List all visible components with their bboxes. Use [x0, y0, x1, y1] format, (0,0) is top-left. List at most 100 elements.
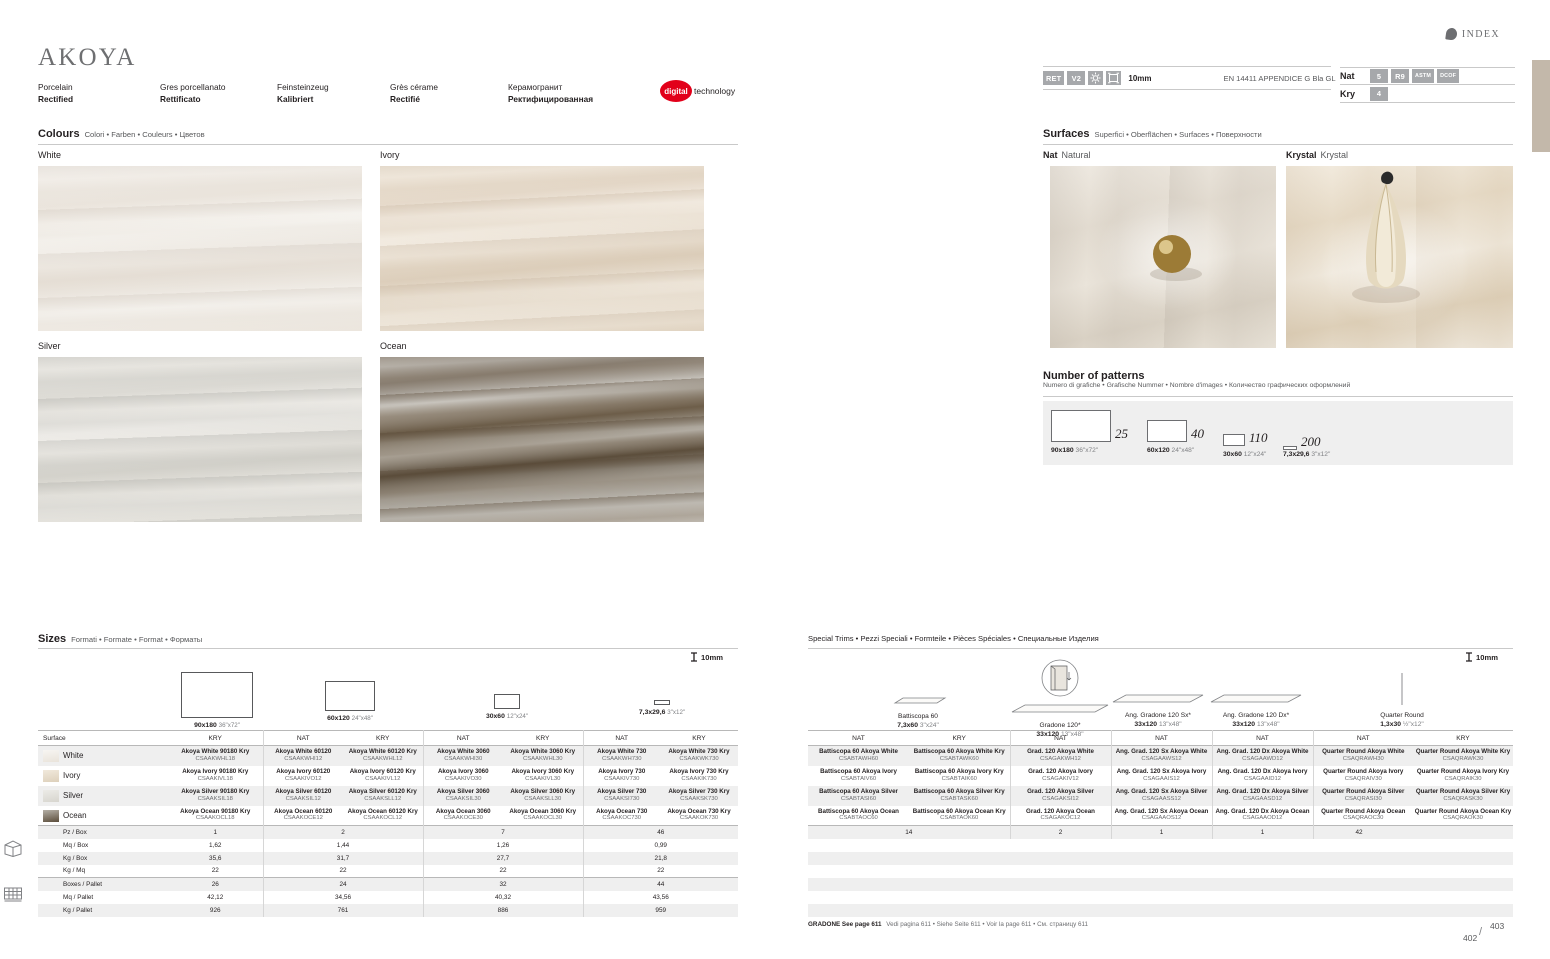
patterns-section-heading: Number of patterns	[1043, 370, 1144, 382]
stat-kg-mq-60120: 22	[262, 864, 423, 878]
pattern-count-90x180: 25	[1115, 426, 1128, 441]
table-row: Ocean Akoya Ocean 90180 Kry CSAAKOCL18 A…	[38, 805, 738, 826]
size-label-30x60: 30x60	[485, 713, 505, 720]
trims-title: Special Trims • Pezzi Speciali • Formtei…	[808, 634, 1099, 643]
stat-row-kg-pallet: Kg / Pallet 926 761 886 959	[38, 903, 738, 917]
pattern-inch-30x60: 12"x24"	[1243, 451, 1267, 458]
cell-ocean-730-kry: Akoya Ocean 730 Kry CSAAKOK730	[667, 807, 731, 822]
trims-table: NAT KRY NAT NAT NAT NAT KRY Battiscopa 6…	[808, 730, 1513, 917]
sizes-grid: Surface KRY NAT KRY NAT KRY NAT KRY Whit…	[38, 730, 738, 917]
size-shape-90x180	[181, 672, 253, 718]
language-descriptions: Porcelain Rectified Gres porcellanato Re…	[38, 82, 738, 112]
cell-silver-3060-nat: Akoya Silver 3060 CSAAKSIL30	[422, 785, 503, 806]
table-row: White Akoya White 90180 Kry CSAAKWHL18 A…	[38, 745, 738, 766]
slip-nat-value-4: DCOF	[1437, 69, 1460, 83]
swatch-image-silver	[38, 357, 362, 522]
finish-header-90180-kry: KRY	[208, 734, 222, 742]
stat-mq-pallet-730: 43,56	[582, 890, 738, 904]
surface-image-nat	[1050, 166, 1276, 348]
thickness-value-sizes: 10mm	[701, 652, 723, 662]
cell-ocean-90180-kry: Akoya Ocean 90180 Kry CSAAKOCL18	[180, 807, 251, 822]
colours-section-heading: Colours Colori • Farben • Couleurs • Цве…	[38, 128, 205, 140]
swatch-label-silver: Silver	[38, 341, 61, 351]
stat-pz-box-3060: 7	[422, 825, 583, 839]
stat-label-kg-pallet: Kg / Pallet	[63, 906, 93, 914]
pattern-inch-73x296: 3"x12"	[1311, 451, 1331, 458]
stat-label-boxes-pallet: Boxes / Pallet	[63, 880, 103, 888]
sizes-header-row: Surface KRY NAT KRY NAT KRY NAT KRY	[38, 730, 738, 746]
krystal-vase-object	[1352, 171, 1420, 303]
trim-finish-quarter-nat: NAT	[1312, 730, 1413, 746]
size-shape-30x60	[494, 694, 520, 709]
size-inch-90x180: 36"x72"	[218, 722, 240, 729]
colours-subtitle: Colori • Farben • Couleurs • Цветов	[84, 130, 205, 139]
surface-column-header: Surface	[43, 734, 66, 742]
trim-size-quarter-round: 1,3x30	[1380, 721, 1402, 728]
trim-size-battiscopa: 7,3x60	[897, 722, 918, 729]
stat-kg-box-3060: 27,7	[422, 851, 583, 865]
cell-white-3060-nat: Akoya White 3060 CSAAKWHI30	[422, 745, 503, 766]
lang-block-it: Gres porcellanato Rettificato	[160, 82, 226, 105]
trims-grid: NAT KRY NAT NAT NAT NAT KRY Battiscopa 6…	[808, 730, 1513, 917]
size-label-60x120: 60x120	[327, 715, 350, 722]
index-link[interactable]: INDEX	[1445, 27, 1500, 41]
table-row: Ivory Akoya Ivory 90180 Kry CSAAKIVL18 A…	[38, 765, 738, 786]
stat-kg-pallet-60120: 761	[262, 903, 423, 917]
trim-header-quarter-round: Quarter Round 1,3x30 ½"x12"	[1337, 672, 1467, 729]
stat-row-mq-pallet: Mq / Pallet 42,12 34,56 40,32 43,56	[38, 890, 738, 904]
trim-inch-quarter-round: ½"x12"	[1402, 721, 1424, 728]
trim-cell-ivory-battiscopa-kry: Battiscopa 60 Akoya Ivory Kry CSABTAIK60	[914, 767, 1004, 782]
stat-kg-pallet-3060: 886	[422, 903, 583, 917]
pattern-caption-90x180: 90x180 36"x72"	[1051, 447, 1128, 454]
stat-kg-mq-730: 22	[582, 864, 738, 878]
lang-ru-primary: Керамогранит	[508, 82, 563, 92]
digital-logo-oval: digital	[660, 80, 692, 102]
stat-kg-box-60120: 31,7	[262, 851, 423, 865]
pattern-inch-60x120: 24"x48"	[1171, 447, 1195, 454]
stat-pz-box-60120: 2	[262, 825, 423, 839]
pattern-count-30x60: 110	[1249, 430, 1268, 445]
patterns-panel: 25 90x180 36"x72" 40 60x120 24"x48"	[1043, 401, 1513, 465]
cell-ocean-60120-nat: Akoya Ocean 60120 CSAAKOCE12	[262, 805, 343, 826]
step-shape-icon	[1112, 694, 1204, 703]
left-page: AKOYA Porcelain Rectified Gres porcellan…	[4, 44, 738, 917]
spec-divider-bottom	[1043, 89, 1331, 90]
table-row: Battiscopa 60 Akoya White CSABTAWH60 Bat…	[808, 745, 1513, 766]
page-title: AKOYA	[38, 44, 137, 71]
pattern-size-60x120: 60x120	[1147, 447, 1170, 454]
cell-silver-3060-kry: Akoya Silver 3060 Kry CSAAKSLL30	[510, 787, 576, 802]
trim-qty-gradone: 2	[1009, 825, 1111, 839]
trims-quantity-row: 14 2 1 1 42	[808, 825, 1513, 839]
slip-key-kry: Kry	[1340, 88, 1356, 99]
trim-cell-white-quarter-kry: Quarter Round Akoya White Kry CSAQRAWK30	[1415, 748, 1511, 762]
trim-cell-white-battiscopa-kry: Battiscopa 60 Akoya White Kry CSABTAWK60	[913, 748, 1005, 762]
stat-label-mq-pallet: Mq / Pallet	[63, 893, 94, 901]
trims-spacer-row-2	[808, 851, 1513, 865]
swatch-label-ivory: Ivory	[380, 150, 400, 160]
pattern-shape-90x180	[1051, 410, 1111, 442]
trim-caption-ang-dx: Ang. Gradone 120 Dx* 33x120 13"x48"	[1191, 711, 1321, 729]
lang-de-primary: Feinsteinzeug	[277, 82, 329, 92]
trims-spacer-row-1	[808, 838, 1513, 852]
trim-header-battiscopa: Battiscopa 60 7,3x60 3"x24"	[853, 694, 983, 730]
trim-cell-white-battiscopa-nat: Battiscopa 60 Akoya White CSABTAWH60	[819, 748, 898, 762]
stat-boxes-pallet-3060: 32	[422, 877, 583, 891]
trim-name-quarter-round: Quarter Round	[1380, 712, 1424, 719]
trim-finish-battiscopa-nat: NAT	[852, 734, 865, 742]
surfaces-divider	[1043, 144, 1513, 145]
nat-sphere-object	[1150, 235, 1202, 281]
stat-label-kg-box: Kg / Box	[63, 854, 88, 862]
size-header-90x180: 90x180 36"x72"	[150, 672, 284, 729]
slip-nat-value-3: ASTM	[1412, 69, 1435, 83]
size-shape-73x296	[654, 700, 670, 705]
surface-image-krystal	[1286, 166, 1513, 348]
right-page: INDEX RET V2 10mm EN 14411 APPENDICE G B…	[775, 0, 1550, 959]
stat-kg-box-730: 21,8	[582, 851, 738, 865]
pattern-shape-60x120	[1147, 420, 1187, 442]
stat-mq-box-3060: 1,26	[422, 838, 583, 852]
slip-row-nat: Nat 5 R9 ASTM DCOF	[1340, 67, 1515, 85]
sizes-table: Surface KRY NAT KRY NAT KRY NAT KRY Whit…	[38, 730, 738, 917]
row-colour-white: White	[63, 751, 84, 761]
finish-header-60120-nat: NAT	[262, 730, 343, 746]
gradone-footnote: GRADONE See page 611 Vedi pagina 611 • S…	[808, 921, 1088, 928]
